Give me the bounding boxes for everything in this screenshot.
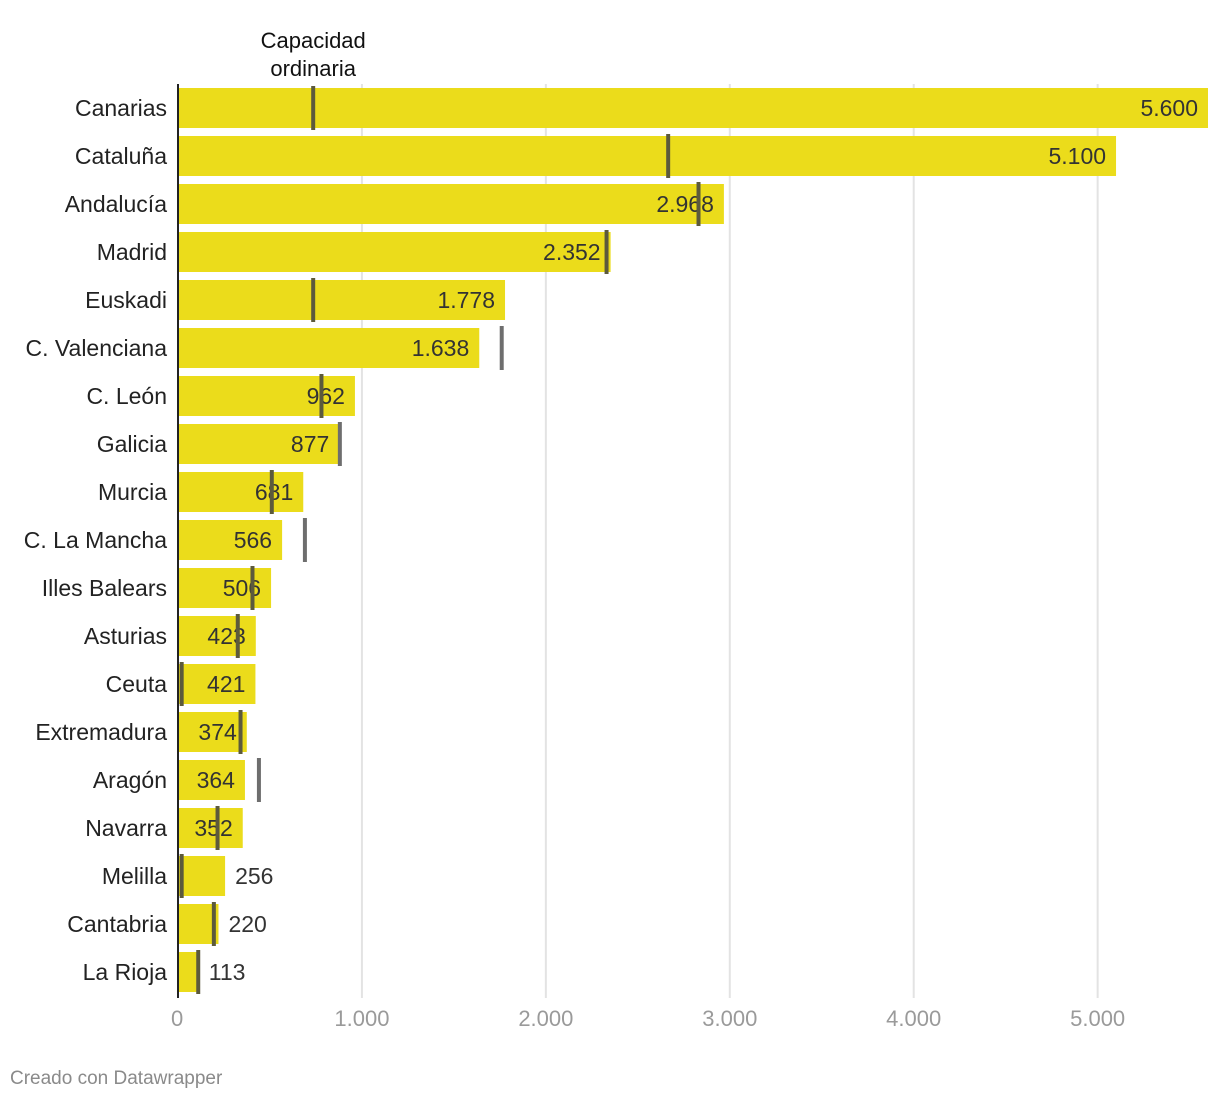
- category-label: Madrid: [97, 239, 167, 265]
- value-label: 1.638: [412, 335, 470, 361]
- category-label: Canarias: [75, 95, 167, 121]
- value-label: 962: [307, 383, 345, 409]
- category-label: Andalucía: [65, 191, 168, 217]
- bar: [178, 328, 480, 368]
- x-tick-label: 2.000: [518, 1006, 573, 1031]
- bar: [178, 184, 724, 224]
- bar: [178, 424, 340, 464]
- category-label: Euskadi: [85, 287, 167, 313]
- value-label: 421: [207, 671, 245, 697]
- category-label: Ceuta: [106, 671, 168, 697]
- category-label: C. León: [86, 383, 167, 409]
- bar: [178, 472, 304, 512]
- value-label: 681: [255, 479, 293, 505]
- value-label: 2.968: [656, 191, 714, 217]
- category-label: Galicia: [97, 431, 168, 457]
- bar: [178, 712, 247, 752]
- bar: [178, 568, 272, 608]
- bar: [178, 664, 256, 704]
- bar: [178, 904, 219, 944]
- bar: [178, 856, 226, 896]
- category-label: Aragón: [93, 767, 167, 793]
- x-tick-label: 3.000: [702, 1006, 757, 1031]
- category-label: Cantabria: [67, 911, 167, 937]
- bar: [178, 952, 199, 992]
- bar: [178, 136, 1117, 176]
- value-label: 1.778: [437, 287, 495, 313]
- x-tick-label: 1.000: [334, 1006, 389, 1031]
- category-label: C. Valenciana: [26, 335, 168, 361]
- category-label: La Rioja: [83, 959, 168, 985]
- category-label: Melilla: [102, 863, 167, 889]
- category-label: Navarra: [85, 815, 167, 841]
- value-label: 220: [228, 911, 266, 937]
- value-label: 364: [197, 767, 236, 793]
- category-label: Asturias: [84, 623, 167, 649]
- category-label: Extremadura: [35, 719, 167, 745]
- value-label: 877: [291, 431, 329, 457]
- value-label: 506: [223, 575, 261, 601]
- x-tick-label: 0: [171, 1006, 183, 1031]
- marker-title: Capacidad: [261, 28, 366, 53]
- value-label: 256: [235, 863, 273, 889]
- category-label: Cataluña: [75, 143, 167, 169]
- value-label: 5.600: [1140, 95, 1198, 121]
- bar: [178, 376, 355, 416]
- bar: [178, 280, 506, 320]
- bar: [178, 232, 611, 272]
- value-label: 2.352: [543, 239, 601, 265]
- credit-text: Creado con Datawrapper: [10, 1068, 223, 1089]
- x-tick-label: 5.000: [1070, 1006, 1125, 1031]
- category-label: Illes Balears: [42, 575, 167, 601]
- value-label: 113: [209, 959, 246, 985]
- bar: [178, 520, 283, 560]
- category-label: Murcia: [98, 479, 167, 505]
- value-label: 423: [207, 623, 245, 649]
- category-label: C. La Mancha: [24, 527, 167, 553]
- x-tick-label: 4.000: [886, 1006, 941, 1031]
- value-label: 352: [194, 815, 232, 841]
- bar: [178, 616, 256, 656]
- marker-title: ordinaria: [270, 56, 356, 81]
- value-label: 5.100: [1048, 143, 1106, 169]
- value-label: 374: [198, 719, 237, 745]
- value-label: 566: [234, 527, 272, 553]
- bar: [178, 760, 245, 800]
- bar: [178, 808, 243, 848]
- bar: [178, 88, 1208, 128]
